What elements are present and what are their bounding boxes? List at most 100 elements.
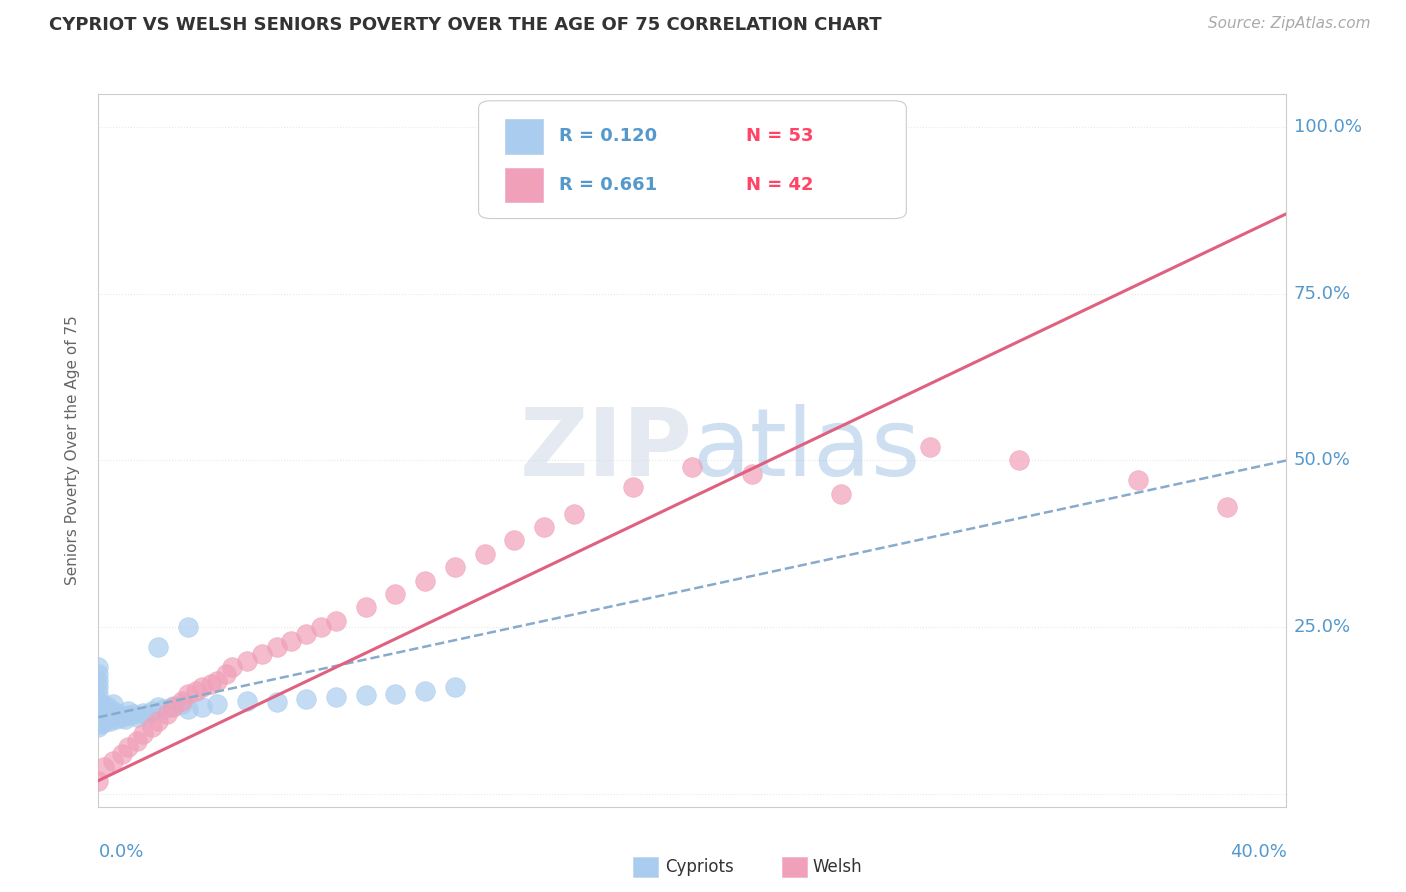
Text: Source: ZipAtlas.com: Source: ZipAtlas.com — [1208, 16, 1371, 31]
Point — [87, 714, 110, 728]
Point — [191, 680, 214, 694]
Point — [621, 480, 644, 494]
Point — [162, 698, 184, 713]
Point — [354, 600, 377, 615]
Point — [146, 640, 169, 655]
Point — [325, 690, 347, 705]
Point — [191, 700, 214, 714]
Point — [309, 620, 332, 634]
Point — [108, 708, 131, 723]
Point — [413, 574, 436, 588]
Point — [266, 640, 288, 655]
Point — [215, 666, 238, 681]
Text: N = 53: N = 53 — [747, 128, 814, 145]
Point — [413, 683, 436, 698]
Point — [111, 710, 134, 724]
Text: atlas: atlas — [692, 404, 921, 497]
Point — [443, 680, 465, 694]
Point — [200, 677, 222, 691]
Text: ZIP: ZIP — [520, 404, 692, 497]
Point — [87, 773, 110, 788]
Point — [741, 467, 763, 481]
Point — [474, 547, 496, 561]
Point — [681, 460, 703, 475]
Point — [354, 688, 377, 702]
Point — [117, 708, 139, 723]
Point — [176, 620, 198, 634]
Point — [205, 697, 228, 711]
Point — [1216, 500, 1239, 515]
Point — [146, 700, 169, 714]
Point — [141, 720, 163, 734]
Point — [96, 712, 118, 726]
Point — [132, 706, 155, 720]
Point — [90, 704, 112, 718]
Point — [114, 712, 136, 726]
Point — [236, 693, 259, 707]
Point — [830, 487, 852, 501]
Point — [96, 706, 118, 720]
Text: 100.0%: 100.0% — [1294, 118, 1361, 136]
Point — [266, 695, 288, 709]
Point — [562, 507, 585, 521]
Text: CYPRIOT VS WELSH SENIORS POVERTY OVER THE AGE OF 75 CORRELATION CHART: CYPRIOT VS WELSH SENIORS POVERTY OVER TH… — [49, 16, 882, 34]
Point — [176, 701, 198, 715]
Point — [205, 673, 228, 688]
Text: R = 0.661: R = 0.661 — [560, 176, 658, 194]
Point — [93, 701, 115, 715]
Point — [250, 647, 273, 661]
Point — [93, 708, 115, 723]
Point — [384, 587, 406, 601]
Point — [1126, 474, 1149, 488]
Point — [295, 692, 318, 706]
Point — [156, 706, 179, 721]
Point — [93, 714, 115, 729]
Text: N = 42: N = 42 — [747, 176, 814, 194]
Point — [96, 698, 118, 713]
Point — [87, 673, 110, 688]
Point — [170, 697, 193, 711]
Point — [103, 754, 125, 768]
FancyBboxPatch shape — [478, 101, 907, 219]
Point — [98, 714, 121, 728]
Point — [295, 627, 318, 641]
Point — [103, 710, 125, 724]
Text: 0.0%: 0.0% — [98, 843, 143, 861]
Point — [125, 733, 148, 747]
Bar — [633, 857, 658, 877]
Point — [103, 697, 125, 711]
Point — [90, 697, 112, 711]
Point — [221, 660, 243, 674]
Bar — [505, 168, 543, 202]
Point — [122, 706, 145, 721]
Bar — [782, 857, 807, 877]
Point — [87, 666, 110, 681]
Point — [132, 727, 155, 741]
Text: Welsh: Welsh — [813, 858, 862, 876]
Point — [117, 704, 139, 718]
Point — [103, 704, 125, 718]
Point — [503, 533, 526, 548]
Point — [384, 687, 406, 701]
Point — [98, 706, 121, 721]
Text: R = 0.120: R = 0.120 — [560, 128, 658, 145]
Bar — [505, 120, 543, 153]
Point — [111, 747, 134, 761]
Point — [90, 710, 112, 724]
Y-axis label: Seniors Poverty Over the Age of 75: Seniors Poverty Over the Age of 75 — [65, 316, 80, 585]
Point — [87, 700, 110, 714]
Text: 25.0%: 25.0% — [1294, 618, 1351, 636]
Point — [117, 740, 139, 755]
Point — [236, 654, 259, 668]
Point — [105, 712, 128, 726]
Point — [162, 700, 184, 714]
Text: 40.0%: 40.0% — [1230, 843, 1286, 861]
Point — [90, 717, 112, 731]
Text: 75.0%: 75.0% — [1294, 285, 1351, 302]
Point — [533, 520, 555, 534]
Point — [87, 720, 110, 734]
Point — [186, 683, 208, 698]
Point — [920, 440, 942, 454]
Point — [141, 704, 163, 718]
Point — [170, 693, 193, 707]
